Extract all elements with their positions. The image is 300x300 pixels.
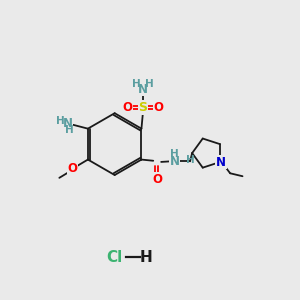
Text: Cl: Cl — [106, 250, 123, 265]
Text: H: H — [170, 149, 179, 159]
Text: H: H — [56, 116, 65, 126]
Text: N: N — [170, 155, 180, 168]
Text: H: H — [186, 155, 195, 166]
Text: N: N — [63, 117, 73, 130]
Text: O: O — [123, 101, 133, 114]
Text: H: H — [139, 250, 152, 265]
Text: O: O — [153, 101, 163, 114]
Text: N: N — [216, 156, 226, 169]
Text: N: N — [138, 83, 148, 96]
Text: S: S — [138, 101, 147, 114]
Text: O: O — [68, 163, 78, 176]
Text: H: H — [65, 125, 74, 135]
Text: O: O — [153, 172, 163, 185]
Text: H: H — [132, 79, 140, 89]
Text: H: H — [145, 79, 154, 89]
